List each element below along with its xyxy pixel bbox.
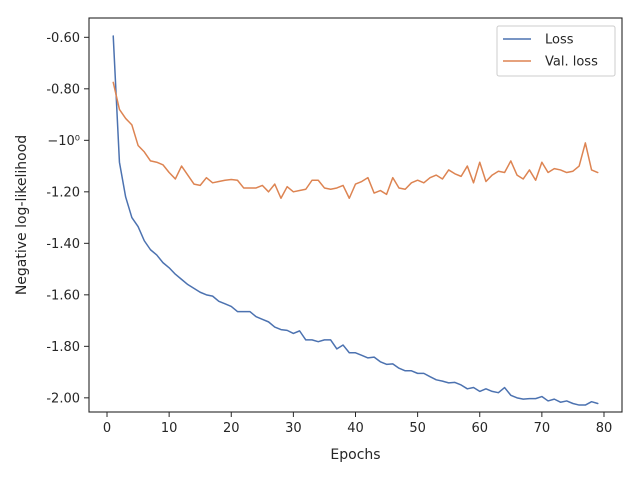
x-tick-label: 40 [347,421,364,436]
y-tick-label: -2.00 [46,391,80,406]
series-line-0 [112,35,599,406]
x-axis-ticks: 0 10 20 30 40 50 60 70 80 [103,412,612,436]
x-tick-label: 60 [471,421,488,436]
x-tick-label: 0 [103,421,111,436]
x-axis-label: Epochs [330,447,380,463]
series-line-1 [112,81,599,200]
legend-label-val-loss: Val. loss [545,55,598,70]
y-tick-label: -1.60 [46,288,80,303]
series-layer [112,35,599,406]
legend-label-loss: Loss [545,33,574,48]
y-tick-label: −10⁰ [47,134,80,149]
y-tick-label: -0.80 [46,82,80,97]
x-tick-label: 50 [409,421,426,436]
x-tick-label: 70 [534,421,551,436]
x-tick-label: 30 [285,421,302,436]
y-tick-label: -1.40 [46,237,80,252]
y-tick-label: -1.20 [46,185,80,200]
x-tick-label: 80 [596,421,613,436]
y-tick-label: -0.60 [46,31,80,46]
legend: Loss Val. loss [496,25,616,77]
y-tick-label: -1.80 [46,340,80,355]
x-tick-label: 10 [161,421,178,436]
x-tick-label: 20 [223,421,240,436]
y-axis-label: Negative log-likelihood [14,135,30,295]
y-axis-ticks: -2.00 -1.80 -1.60 -1.40 -1.20 −10⁰ -0.80 -0.60 [46,31,89,406]
